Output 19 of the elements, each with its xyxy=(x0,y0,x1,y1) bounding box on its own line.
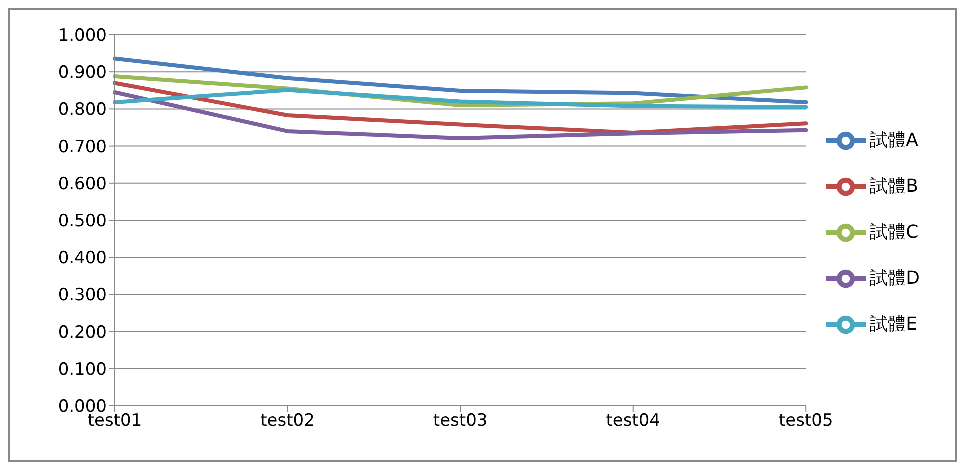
y-tick-label: 0.600 xyxy=(58,174,107,194)
legend-label: 試體D xyxy=(870,268,920,289)
y-tick-label: 0.400 xyxy=(58,248,107,269)
y-tick-label: 0.200 xyxy=(58,322,107,343)
x-tick-label: test05 xyxy=(778,411,834,432)
y-tick-label: 0.300 xyxy=(58,286,107,306)
legend-label: 試體A xyxy=(870,130,918,151)
y-tick-label: 0.500 xyxy=(58,212,107,232)
y-tick-label: 1.000 xyxy=(58,26,107,46)
y-tick-label: 0.900 xyxy=(58,63,107,84)
legend-label: 試體C xyxy=(870,222,919,243)
legend-label: 試體B xyxy=(870,176,918,197)
y-tick-label: 0.700 xyxy=(58,137,107,158)
legend-label: 試體E xyxy=(870,314,918,335)
y-tick-label: 0.100 xyxy=(58,360,107,380)
x-tick-label: test02 xyxy=(260,411,315,432)
y-tick-label: 0.800 xyxy=(58,100,107,120)
x-tick-label: test04 xyxy=(606,411,660,432)
x-tick-label: test03 xyxy=(433,411,488,432)
